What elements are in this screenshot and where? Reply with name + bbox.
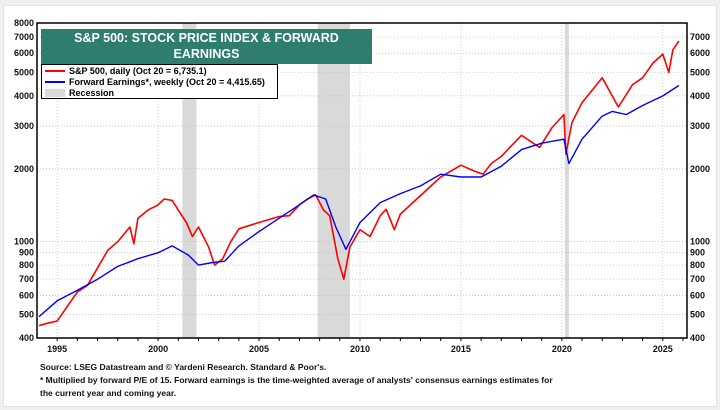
x-tick-label: 2020 — [552, 344, 572, 354]
y-tick-label-right: 700 — [690, 274, 705, 284]
y-tick-label-right: 400 — [690, 333, 705, 343]
legend: S&P 500, daily (Oct 20 = 6,735.1) Forwar… — [41, 64, 278, 99]
y-tick-label-right: 3000 — [690, 121, 710, 131]
legend-label: S&P 500, daily (Oct 20 = 6,735.1) — [69, 65, 207, 76]
y-tick-label-left: 6000 — [14, 48, 34, 58]
y-tick-label-left: 400 — [19, 333, 34, 343]
source-note: Source: LSEG Datastream and © Yardeni Re… — [40, 362, 327, 372]
legend-label: Forward Earnings*, weekly (Oct 20 = 4,41… — [69, 76, 265, 87]
y-tick-label-left: 4000 — [14, 91, 34, 101]
plot-frame — [36, 22, 688, 339]
y-tick-label-right: 7000 — [690, 32, 710, 42]
y-tick-label-right: 900 — [690, 248, 705, 258]
y-tick-label-right: 600 — [690, 290, 705, 300]
x-tick-label: 1995 — [47, 344, 67, 354]
legend-item-recession: Recession — [42, 87, 277, 98]
y-tick-label-right: 800 — [690, 260, 705, 270]
x-tick-label: 2000 — [148, 344, 168, 354]
y-tick-label-right: 1000 — [690, 237, 710, 247]
y-tick-label-right: 5000 — [690, 67, 710, 77]
legend-swatch-gray — [45, 88, 65, 97]
y-tick-label-left: 800 — [19, 260, 34, 270]
footnote-line-2: the current year and coming year. — [40, 388, 177, 398]
x-tick-label: 2010 — [350, 344, 370, 354]
y-tick-label-left: 7000 — [14, 32, 34, 42]
y-tick-label-left: 700 — [19, 274, 34, 284]
chart-notes: Source: LSEG Datastream and © Yardeni Re… — [40, 361, 553, 400]
y-tick-label-left: 900 — [19, 248, 34, 258]
x-tick-label: 2005 — [249, 344, 269, 354]
legend-item-forward-earnings: Forward Earnings*, weekly (Oct 20 = 4,41… — [42, 76, 277, 87]
recession-band — [317, 23, 350, 338]
y-tick-label-left: 8000 — [14, 18, 34, 28]
y-tick-label-left: 500 — [19, 310, 34, 320]
sp500-line — [38, 40, 680, 327]
forward-earnings-line — [38, 84, 680, 318]
x-tick-label: 2025 — [653, 344, 673, 354]
footnote-line-1: * Multiplied by forward P/E of 15. Forwa… — [40, 375, 553, 385]
legend-label: Recession — [69, 87, 115, 98]
legend-swatch-red — [45, 69, 65, 72]
x-tick-label: 2015 — [451, 344, 471, 354]
legend-item-sp500: S&P 500, daily (Oct 20 = 6,735.1) — [42, 65, 277, 76]
y-tick-label-left: 2000 — [14, 164, 34, 174]
chart-card: 400 500 600 700 800 900 1000 2000 3000 4000 5000 60… — [3, 5, 717, 407]
y-tick-label-right: 4000 — [690, 91, 710, 101]
recession-band — [564, 23, 569, 338]
chart-title-box: S&P 500: STOCK PRICE INDEX & FORWARD EAR… — [41, 29, 372, 77]
y-tick-label-right: 6000 — [690, 48, 710, 58]
legend-swatch-blue — [45, 80, 65, 83]
y-tick-label-left: 5000 — [14, 67, 34, 77]
y-tick-label-right: 500 — [690, 310, 705, 320]
chart-title: S&P 500: STOCK PRICE INDEX & FORWARD EAR… — [74, 31, 339, 61]
y-tick-label-right: 2000 — [690, 164, 710, 174]
y-tick-label-left: 3000 — [14, 121, 34, 131]
y-tick-label-left: 600 — [19, 290, 34, 300]
y-tick-label-left: 1000 — [14, 237, 34, 247]
